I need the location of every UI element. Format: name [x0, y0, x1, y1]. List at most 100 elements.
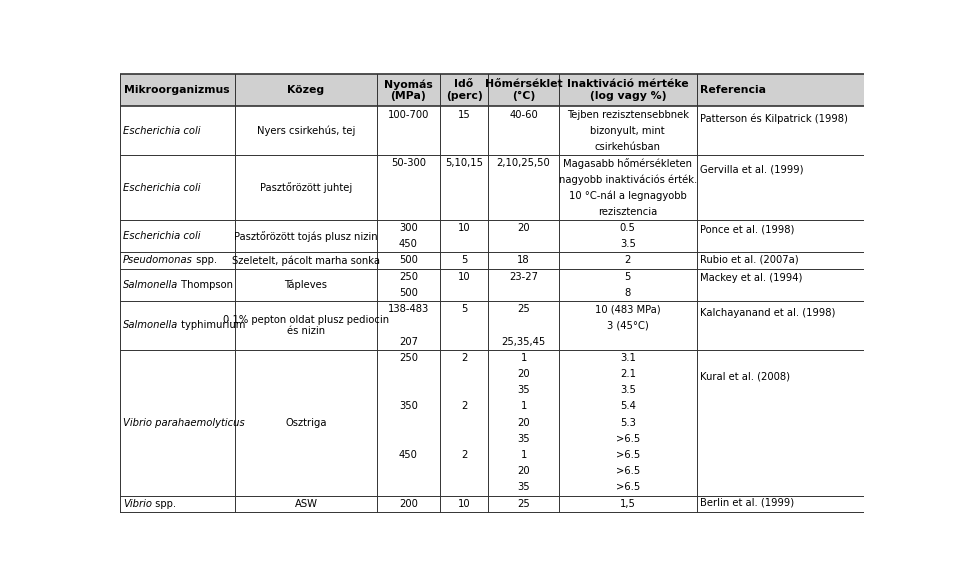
Text: Hőmérséklet
(°C): Hőmérséklet (°C): [485, 79, 563, 101]
Text: 250: 250: [398, 271, 418, 282]
Text: Escherichia coli: Escherichia coli: [123, 231, 201, 241]
Text: 1: 1: [520, 450, 527, 460]
Text: 5: 5: [461, 255, 468, 266]
Text: >6.5: >6.5: [615, 466, 640, 476]
Text: 350: 350: [398, 401, 418, 411]
Text: 3.5: 3.5: [620, 240, 636, 249]
Text: Osztriga: Osztriga: [285, 418, 326, 427]
Text: 50-300: 50-300: [391, 158, 426, 168]
Text: 5.3: 5.3: [620, 418, 636, 427]
Text: Kalchayanand et al. (1998): Kalchayanand et al. (1998): [700, 309, 836, 318]
Text: 20: 20: [517, 369, 530, 379]
Text: 2.1: 2.1: [620, 369, 636, 379]
Text: Szeletelt, pácolt marha sonka: Szeletelt, pácolt marha sonka: [232, 255, 380, 266]
Bar: [120, 350, 864, 495]
Text: bizonyult, mint: bizonyult, mint: [590, 126, 665, 136]
Bar: [120, 495, 864, 512]
Text: typhimurium: typhimurium: [179, 320, 246, 331]
Bar: [120, 74, 864, 107]
Text: Berlin et al. (1999): Berlin et al. (1999): [700, 498, 795, 508]
Text: csirkehúsban: csirkehúsban: [595, 142, 660, 152]
Text: 8: 8: [625, 288, 631, 298]
Text: 10: 10: [458, 223, 470, 233]
Text: 2: 2: [625, 255, 631, 266]
Text: Tápleves: Tápleves: [284, 280, 327, 290]
Text: Vibrio parahaemolyticus: Vibrio parahaemolyticus: [123, 418, 245, 427]
Text: 3 (45°C): 3 (45°C): [607, 320, 649, 331]
Text: 1,5: 1,5: [620, 499, 636, 509]
Text: >6.5: >6.5: [615, 450, 640, 460]
Text: Thompson: Thompson: [179, 280, 233, 290]
Bar: [120, 252, 864, 269]
Text: 18: 18: [517, 255, 530, 266]
Text: 3.1: 3.1: [620, 353, 636, 362]
Text: 300: 300: [399, 223, 418, 233]
Text: Pasztőrözött juhtej: Pasztőrözött juhtej: [260, 182, 352, 193]
Text: spp.: spp.: [152, 499, 176, 509]
Text: Vibrio: Vibrio: [123, 499, 152, 509]
Text: 20: 20: [517, 466, 530, 476]
Text: 138-483: 138-483: [388, 304, 429, 314]
Text: 2: 2: [461, 450, 468, 460]
Text: Idő
(perc): Idő (perc): [445, 79, 483, 101]
Text: 450: 450: [398, 450, 418, 460]
Text: 20: 20: [517, 418, 530, 427]
Text: 0.1% pepton oldat plusz pediocin
és nizin: 0.1% pepton oldat plusz pediocin és nizi…: [223, 314, 389, 336]
Text: 1: 1: [520, 353, 527, 362]
Text: 25: 25: [517, 499, 530, 509]
Text: 5: 5: [461, 304, 468, 314]
Text: 10 °C-nál a legnagyobb: 10 °C-nál a legnagyobb: [569, 190, 686, 201]
Text: 35: 35: [517, 385, 530, 395]
Text: Mikroorganizmus: Mikroorganizmus: [124, 85, 229, 95]
Text: Inaktiváció mértéke
(log vagy %): Inaktiváció mértéke (log vagy %): [567, 79, 688, 101]
Text: 2: 2: [461, 353, 468, 362]
Text: rezisztencia: rezisztencia: [598, 207, 658, 217]
Text: 5: 5: [625, 271, 631, 282]
Text: 10: 10: [458, 271, 470, 282]
Text: Nyomás
(MPa): Nyomás (MPa): [384, 79, 433, 102]
Text: 3.5: 3.5: [620, 385, 636, 395]
Text: 5.4: 5.4: [620, 401, 636, 411]
Text: 0.5: 0.5: [620, 223, 636, 233]
Text: Mackey et al. (1994): Mackey et al. (1994): [700, 273, 803, 284]
Text: Referencia: Referencia: [700, 85, 766, 95]
Text: 200: 200: [398, 499, 418, 509]
Bar: [120, 220, 864, 252]
Text: Gervilla et al. (1999): Gervilla et al. (1999): [700, 165, 804, 175]
Text: 10 (483 MPa): 10 (483 MPa): [595, 304, 660, 314]
Text: ASW: ASW: [295, 499, 318, 509]
Text: Patterson és Kilpatrick (1998): Patterson és Kilpatrick (1998): [700, 114, 849, 124]
Text: 250: 250: [398, 353, 418, 362]
Text: >6.5: >6.5: [615, 483, 640, 492]
Bar: [120, 155, 864, 220]
Text: Nyers csirkehús, tej: Nyers csirkehús, tej: [257, 125, 355, 136]
Text: Magasabb hőmérsékleten: Magasabb hőmérsékleten: [564, 158, 692, 169]
Text: Rubio et al. (2007a): Rubio et al. (2007a): [700, 255, 799, 265]
Text: 15: 15: [458, 110, 470, 119]
Text: 207: 207: [398, 336, 418, 346]
Text: nagyobb inaktivációs érték.: nagyobb inaktivációs érték.: [559, 174, 697, 184]
Text: Tejben rezisztensebbnek: Tejben rezisztensebbnek: [566, 110, 688, 119]
Text: 35: 35: [517, 483, 530, 492]
Text: 450: 450: [398, 240, 418, 249]
Text: Escherichia coli: Escherichia coli: [123, 183, 201, 193]
Bar: [120, 107, 864, 155]
Bar: [120, 269, 864, 301]
Text: 10: 10: [458, 499, 470, 509]
Text: Escherichia coli: Escherichia coli: [123, 126, 201, 136]
Text: 2: 2: [461, 401, 468, 411]
Text: 500: 500: [398, 288, 418, 298]
Text: Pasztőrözött tojás plusz nizin: Pasztőrözött tojás plusz nizin: [234, 231, 378, 242]
Text: spp.: spp.: [193, 255, 217, 266]
Text: Salmonella: Salmonella: [123, 280, 179, 290]
Text: 23-27: 23-27: [509, 271, 539, 282]
Text: 5,10,15: 5,10,15: [445, 158, 483, 168]
Text: 500: 500: [398, 255, 418, 266]
Text: Pseudomonas: Pseudomonas: [123, 255, 193, 266]
Text: 25,35,45: 25,35,45: [501, 336, 545, 346]
Text: 20: 20: [517, 223, 530, 233]
Text: 25: 25: [517, 304, 530, 314]
Text: Salmonella: Salmonella: [123, 320, 179, 331]
Text: Ponce et al. (1998): Ponce et al. (1998): [700, 225, 795, 235]
Text: 1: 1: [520, 401, 527, 411]
